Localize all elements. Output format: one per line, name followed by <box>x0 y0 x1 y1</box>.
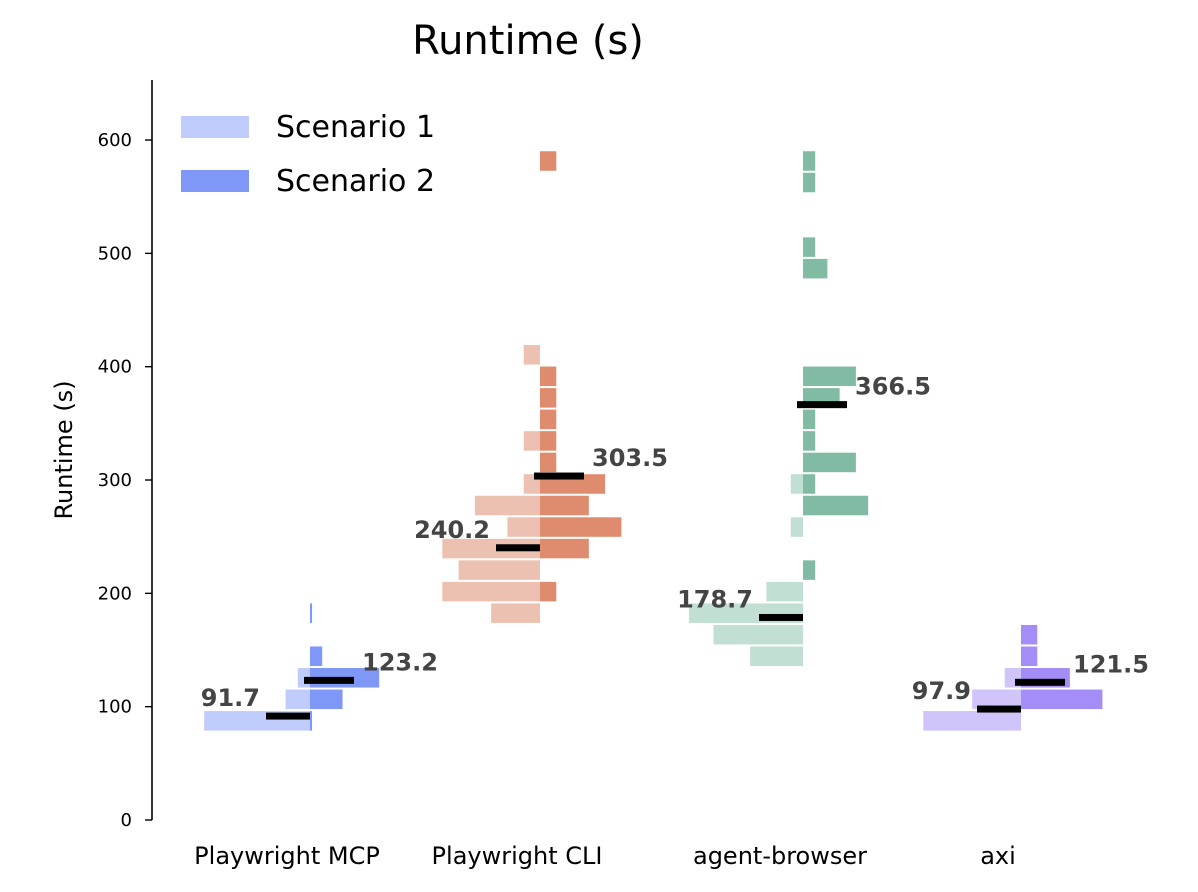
histogram-bar-scenario-2 <box>803 172 816 193</box>
histogram-bar-scenario-2 <box>1021 624 1038 645</box>
histogram-bar-scenario-2 <box>803 452 856 473</box>
histogram-bar-scenario-2 <box>803 431 816 451</box>
median-label-scenario-2: 123.2 <box>362 648 438 676</box>
histogram-bar-scenario-1 <box>523 431 540 451</box>
histogram-bar-scenario-1 <box>474 495 540 516</box>
histogram-bar-scenario-2 <box>540 581 557 602</box>
x-category-label: agent-browser <box>693 842 867 870</box>
histogram-bar-scenario-2 <box>540 431 557 451</box>
median-marker-scenario-2 <box>1015 678 1065 686</box>
histogram-bar-scenario-2 <box>540 388 557 408</box>
median-label-scenario-1: 97.9 <box>912 677 971 705</box>
y-axis-label: Runtime (s) <box>50 380 78 519</box>
histogram-bar-scenario-2 <box>803 258 828 279</box>
legend-label-scenario-2: Scenario 2 <box>276 164 435 199</box>
histogram-bar-scenario-2 <box>540 409 557 430</box>
y-tick-label: 100 <box>98 697 132 718</box>
median-marker-scenario-1 <box>977 705 1021 713</box>
median-label-scenario-1: 178.7 <box>677 585 753 613</box>
histogram-bar-scenario-1 <box>766 581 803 602</box>
median-marker-scenario-2 <box>534 472 584 480</box>
x-category-label: Playwright MCP <box>194 842 380 870</box>
legend: Scenario 1 Scenario 2 <box>181 110 435 199</box>
histogram-bar-scenario-2 <box>540 452 557 473</box>
y-tick-label: 600 <box>98 130 132 151</box>
histogram-bar-scenario-2 <box>803 560 816 580</box>
x-category-label: Playwright CLI <box>432 842 603 870</box>
median-marker-scenario-2 <box>304 676 354 684</box>
histogram-bar-scenario-2 <box>803 409 816 430</box>
histogram-bar-scenario-1 <box>750 646 803 667</box>
median-label-scenario-2: 366.5 <box>855 373 931 401</box>
histogram-bar-scenario-2 <box>803 366 856 387</box>
y-tick-label: 0 <box>121 810 132 831</box>
y-tick-label: 300 <box>98 470 132 491</box>
y-axis: 0 100 200 300 400 500 600 <box>98 80 153 831</box>
histogram-bar-scenario-2 <box>310 711 313 731</box>
median-marker-scenario-1 <box>759 613 803 621</box>
histogram-bar-scenario-2 <box>803 237 816 257</box>
x-category-label: axi <box>980 842 1016 870</box>
histogram-bar-scenario-2 <box>540 151 557 171</box>
histogram-bar-scenario-1 <box>713 624 803 645</box>
histogram-bar-scenario-1 <box>790 474 803 494</box>
histogram-bar-scenario-2 <box>1021 689 1103 710</box>
histogram-bar-scenario-2 <box>540 366 557 387</box>
median-label-scenario-2: 303.5 <box>592 444 668 472</box>
histogram-bar-scenario-1 <box>507 517 540 537</box>
median-marker-scenario-1 <box>266 712 310 720</box>
histogram-bar-scenario-2 <box>540 538 589 559</box>
median-label-scenario-1: 240.2 <box>414 516 490 544</box>
histogram-bar-scenario-1 <box>285 689 310 710</box>
median-marker-scenario-2 <box>797 401 847 409</box>
histogram-bar-scenario-2 <box>803 495 869 516</box>
median-label-scenario-2: 121.5 <box>1073 650 1149 678</box>
histogram-bar-scenario-2 <box>1021 646 1038 667</box>
histogram-bar-scenario-1 <box>972 689 1021 710</box>
histogram-bar-scenario-1 <box>458 560 540 580</box>
y-tick-label: 500 <box>98 243 132 264</box>
histogram-bar-scenario-1 <box>442 581 540 602</box>
x-axis-categories: Playwright MCP Playwright CLI agent-browse… <box>194 842 1016 870</box>
median-label-scenario-1: 91.7 <box>201 684 260 712</box>
histogram-bar-scenario-1 <box>523 345 540 365</box>
histogram-bar-scenario-1 <box>790 517 803 537</box>
histogram-bars <box>204 151 1103 731</box>
histogram-bar-scenario-1 <box>923 711 1021 731</box>
legend-swatch-scenario-2 <box>181 170 249 192</box>
histogram-bar-scenario-2 <box>310 646 323 667</box>
histogram-bar-scenario-2 <box>540 517 622 537</box>
median-markers: 91.7 123.2 240.2 303.5 178.7 366.5 97.9 121.5 <box>201 373 1149 720</box>
histogram-bar-scenario-2 <box>310 689 343 710</box>
y-tick-label: 400 <box>98 357 132 378</box>
y-tick-label: 200 <box>98 583 132 604</box>
histogram-bar-scenario-1 <box>442 538 540 559</box>
legend-swatch-scenario-1 <box>181 116 249 138</box>
histogram-bar-scenario-1 <box>491 603 540 623</box>
histogram-bar-scenario-2 <box>803 151 816 171</box>
histogram-bar-scenario-2 <box>540 495 589 516</box>
legend-label-scenario-1: Scenario 1 <box>276 110 435 145</box>
histogram-bar-scenario-2 <box>803 474 816 494</box>
median-marker-scenario-1 <box>496 544 540 552</box>
histogram-bar-scenario-2 <box>310 603 313 623</box>
chart-title: Runtime (s) <box>412 18 644 64</box>
